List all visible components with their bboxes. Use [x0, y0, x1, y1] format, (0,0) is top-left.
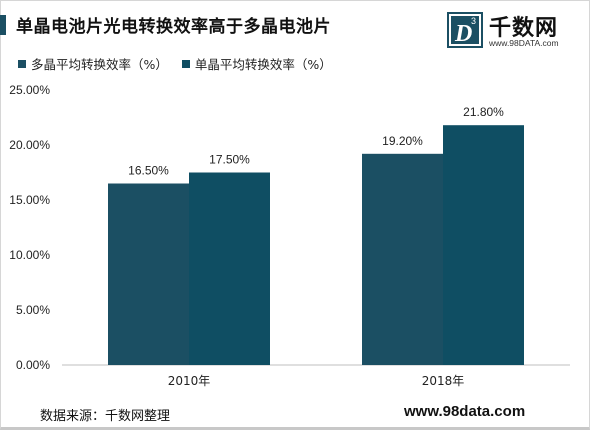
- logo-url: www.98DATA.com: [489, 38, 559, 48]
- bar-multi: [108, 183, 189, 365]
- logo-mark-sup: 3: [471, 16, 476, 26]
- bar-mono: [189, 172, 270, 365]
- data-source: 数据来源：千数网整理: [40, 409, 171, 424]
- x-tick-label: 2010年: [168, 374, 211, 388]
- y-tick-label: 15.00%: [9, 193, 50, 207]
- logo-mark-icon: D 3: [447, 12, 483, 48]
- data-label: 21.80%: [463, 105, 504, 119]
- y-tick-label: 20.00%: [9, 138, 50, 152]
- chart-title: 单晶电池片光电转换效率高于多晶电池片: [16, 17, 331, 37]
- logo: D 3 千数网 www.98DATA.com: [447, 8, 587, 56]
- legend-swatch-multi: [18, 59, 26, 68]
- site-url: www.98data.com: [404, 403, 526, 420]
- legend-label-mono: 单晶平均转换效率（%）: [194, 57, 332, 72]
- x-tick-label: 2018年: [422, 374, 465, 388]
- y-tick-label: 5.00%: [16, 303, 50, 317]
- bar-multi: [362, 153, 443, 365]
- legend-swatch-mono: [181, 59, 190, 68]
- legend-label-multi: 多晶平均转换效率（%）: [31, 57, 168, 72]
- legend-item-mono: 单晶平均转换效率（%）: [181, 54, 332, 73]
- data-label: 16.50%: [128, 164, 169, 178]
- chart-frame: [0, 0, 590, 430]
- legend-item-multi: 多晶平均转换效率（%）: [18, 54, 168, 73]
- chart-legend: 多晶平均转换效率（%） 单晶平均转换效率（%）: [18, 54, 332, 73]
- title-accent-bar: [0, 15, 6, 35]
- y-tick-label: 10.00%: [9, 248, 50, 262]
- logo-name: 千数网: [489, 16, 559, 41]
- data-label: 17.50%: [209, 153, 250, 167]
- logo-mark-letter: D: [454, 21, 472, 47]
- y-tick-label: 25.00%: [9, 83, 50, 97]
- y-tick-label: 0.00%: [16, 358, 50, 372]
- data-label: 19.20%: [382, 134, 423, 148]
- bar-mono: [443, 125, 524, 365]
